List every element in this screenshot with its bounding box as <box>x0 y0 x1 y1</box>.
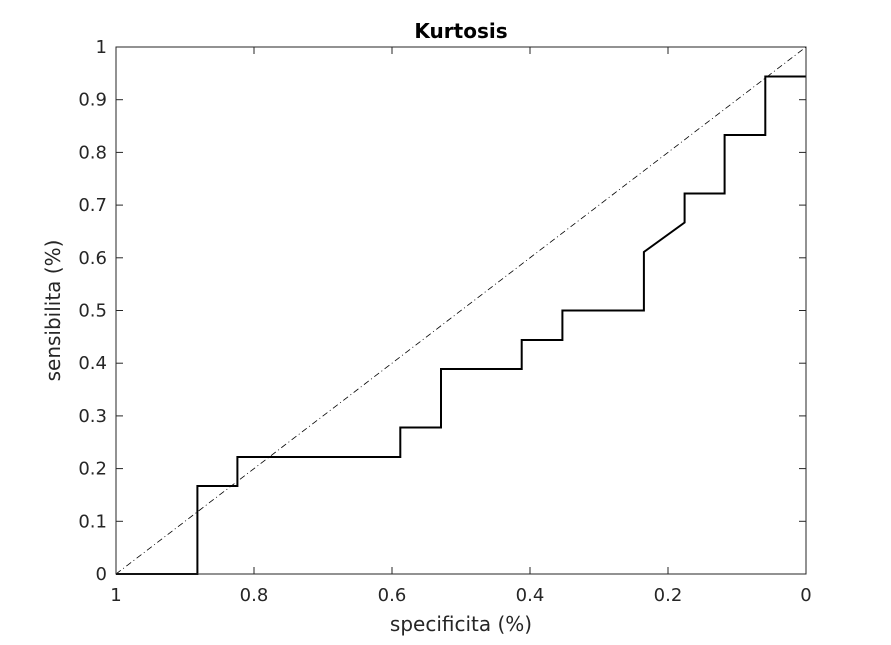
x-tick-label: 0.2 <box>654 585 683 606</box>
x-tick-label: 0.4 <box>516 585 545 606</box>
y-axis-label: sensibilita (%) <box>41 240 65 382</box>
y-tick-label: 0.6 <box>78 248 107 269</box>
y-tick-label: 0.9 <box>78 90 107 111</box>
y-tick-label: 0.5 <box>78 301 107 322</box>
x-tick-label: 0.8 <box>240 585 269 606</box>
axes-box <box>115 46 807 575</box>
y-tick-label: 0.3 <box>78 406 107 427</box>
x-tick-label: 0 <box>800 585 811 606</box>
reference-diagonal-line <box>115 46 807 575</box>
x-axis-label: specificita (%) <box>390 612 532 636</box>
y-tick-label: 0.1 <box>78 511 107 532</box>
y-tick-label: 0.2 <box>78 459 107 480</box>
x-tick-label: 0.6 <box>378 585 407 606</box>
y-tick-label: 1 <box>96 37 107 58</box>
y-tick-label: 0.8 <box>78 142 107 163</box>
y-tick-label: 0.7 <box>78 195 107 216</box>
y-tick-label: 0.4 <box>78 353 107 374</box>
y-tick-label: 0 <box>96 564 107 585</box>
series-layer <box>115 46 807 575</box>
x-axis-ticks: 1 0.8 0.6 0.4 0.2 0 <box>110 47 812 606</box>
chart-title: Kurtosis <box>414 19 507 43</box>
roc-curve-line <box>116 75 806 575</box>
x-tick-label: 1 <box>110 585 121 606</box>
